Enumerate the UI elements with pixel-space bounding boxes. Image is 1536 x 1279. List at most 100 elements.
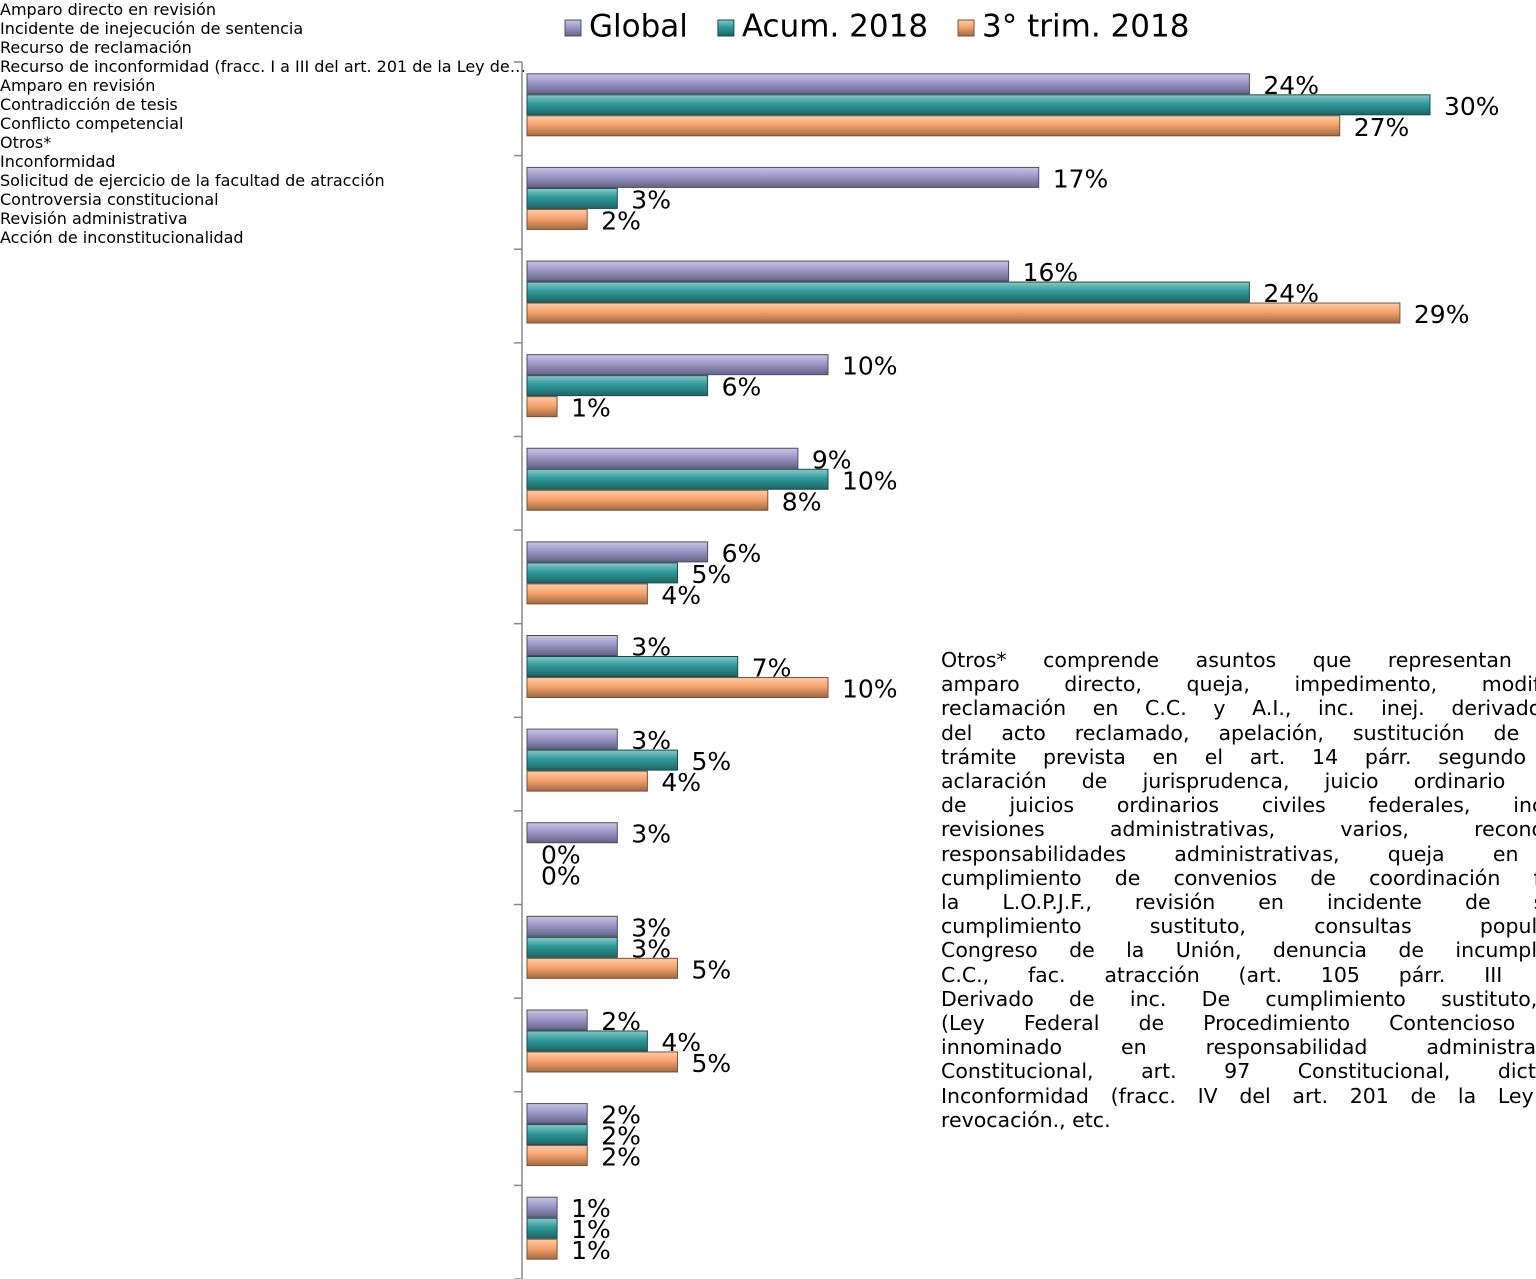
bar: [526, 94, 1431, 116]
footnote-line: del acto reclamado, apelación, sustituci…: [941, 720, 1536, 745]
data-label: 29%: [1414, 300, 1470, 329]
footnote-line: aclaración de jurisprudenca, juicio ordi…: [941, 769, 1536, 794]
data-label: 0%: [541, 862, 581, 891]
bar: [526, 260, 1010, 282]
footnote-line: C.C., fac. atracción (art. 105 párr. III…: [941, 962, 1536, 987]
bar: [526, 770, 648, 792]
data-label: 10%: [842, 466, 898, 495]
footnote-line: la L.O.P.J.F., revisión en incidente de …: [941, 890, 1536, 915]
data-label: 30%: [1444, 92, 1500, 121]
data-label: 2%: [601, 1101, 641, 1130]
bar: [526, 489, 769, 511]
footnote-line: cumplimiento sustituto, consultas popula…: [941, 914, 1536, 939]
footnote-line: responsabilidades administrativas, queja…: [941, 841, 1536, 866]
data-label: 0%: [541, 841, 581, 870]
bar: [526, 354, 829, 376]
bar: [526, 166, 1040, 188]
data-label: 5%: [692, 560, 732, 589]
data-label: 5%: [692, 1049, 732, 1078]
data-label: 17%: [1053, 164, 1109, 193]
footnote-line: Inconformidad (fracc. IV del art. 201 de…: [941, 1083, 1536, 1108]
category-label: Acción de inconstitucionalidad: [0, 228, 244, 247]
bar: [526, 447, 799, 469]
footnote-line: revocación., etc.: [941, 1107, 1111, 1132]
data-label: 27%: [1354, 113, 1410, 142]
category-label: Recurso de inconformidad (fracc. I a III…: [0, 57, 526, 76]
data-label: 6%: [722, 373, 762, 402]
legend-swatch: [717, 19, 735, 37]
data-label: 10%: [842, 675, 898, 704]
legend-swatch: [564, 19, 582, 37]
data-label: 4%: [661, 581, 701, 610]
category-label: Solicitud de ejercicio de la facultad de…: [0, 171, 385, 190]
data-label: 1%: [571, 394, 611, 423]
bar: [526, 1009, 588, 1031]
bar: [526, 635, 618, 656]
bar: [526, 1196, 558, 1218]
bar: [526, 468, 829, 490]
bar: [526, 1217, 558, 1239]
bar: [526, 1030, 648, 1052]
data-label: 6%: [722, 539, 762, 568]
category-label: Otros*: [0, 133, 52, 152]
bar: [526, 677, 829, 698]
category-labels: Amparo directo en revisión Incidente de i…: [0, 0, 1536, 247]
bar: [526, 1124, 588, 1146]
bar: [526, 562, 678, 584]
footnote-line: reclamación en C.C. y A.I., inc. inej. d…: [941, 696, 1536, 721]
bar: [526, 115, 1341, 137]
data-label: 2%: [601, 1122, 641, 1151]
data-label: 1%: [571, 1194, 611, 1223]
data-label: 3%: [631, 913, 671, 942]
data-label: 2%: [601, 1143, 641, 1172]
legend-swatch: [957, 19, 975, 37]
legend-label: 3° trim. 2018: [982, 9, 1189, 45]
bar: [526, 1145, 588, 1167]
footnote-line: amparo directo, queja, impedimento, modi…: [941, 672, 1536, 697]
category-label: Amparo en revisión: [0, 76, 156, 95]
footnote-line: innominado en responsabilidad administra…: [941, 1035, 1536, 1060]
bar: [526, 822, 618, 844]
legend-label: Acum. 2018: [742, 9, 928, 45]
bar: [526, 1103, 588, 1125]
bar: [526, 302, 1401, 324]
bar: [526, 281, 1250, 303]
data-label: 3%: [631, 820, 671, 849]
data-label: 5%: [692, 747, 732, 776]
footnote-line: cumplimiento de convenios de coordinació…: [941, 865, 1536, 890]
bar: [526, 915, 618, 937]
footnote-line: Derivado de inc. De cumplimiento sustitu…: [941, 986, 1536, 1011]
category-label: Recurso de reclamación: [0, 38, 192, 57]
category-label: Contradicción de tesis: [0, 95, 178, 114]
data-label: 1%: [571, 1236, 611, 1265]
footnote-line: Otros* comprende asuntos que representan…: [941, 648, 1536, 672]
data-label: 8%: [782, 487, 822, 516]
bar: [526, 936, 618, 958]
bar: [526, 1238, 558, 1260]
data-label: 2%: [601, 206, 641, 235]
footnote-line: Congreso de la Unión, denuncia de incump…: [941, 938, 1536, 963]
category-label: Amparo directo en revisión: [0, 0, 216, 19]
data-label: 4%: [661, 768, 701, 797]
category-label: Incidente de inejecución de sentencia: [0, 19, 304, 38]
bar: [526, 375, 709, 397]
footnote-line: Constitucional, art. 97 Constitucional, …: [941, 1059, 1536, 1084]
data-label: 3%: [631, 185, 671, 214]
bar: [526, 728, 618, 750]
data-label: 1%: [571, 1215, 611, 1244]
footnote-line: (Ley Federal de Procedimiento Contencios…: [941, 1011, 1536, 1036]
category-label: Controversia constitucional: [0, 190, 219, 209]
category-label: Inconformidad: [0, 152, 116, 171]
bar: [526, 749, 678, 771]
data-label: 5%: [692, 955, 732, 984]
bar: [526, 73, 1250, 95]
category-label: Conflicto competencial: [0, 114, 184, 133]
footnote: Otros* comprende asuntos que representan…: [941, 648, 1536, 1132]
bar: [526, 541, 709, 563]
category-label: Revisión administrativa: [0, 209, 188, 228]
footnote-line: revisiones administrativas, varios, reco…: [941, 817, 1536, 842]
footnote-line: de juicios ordinarios civiles federales,…: [941, 793, 1536, 818]
bar: [526, 583, 648, 605]
bar: [526, 187, 618, 209]
